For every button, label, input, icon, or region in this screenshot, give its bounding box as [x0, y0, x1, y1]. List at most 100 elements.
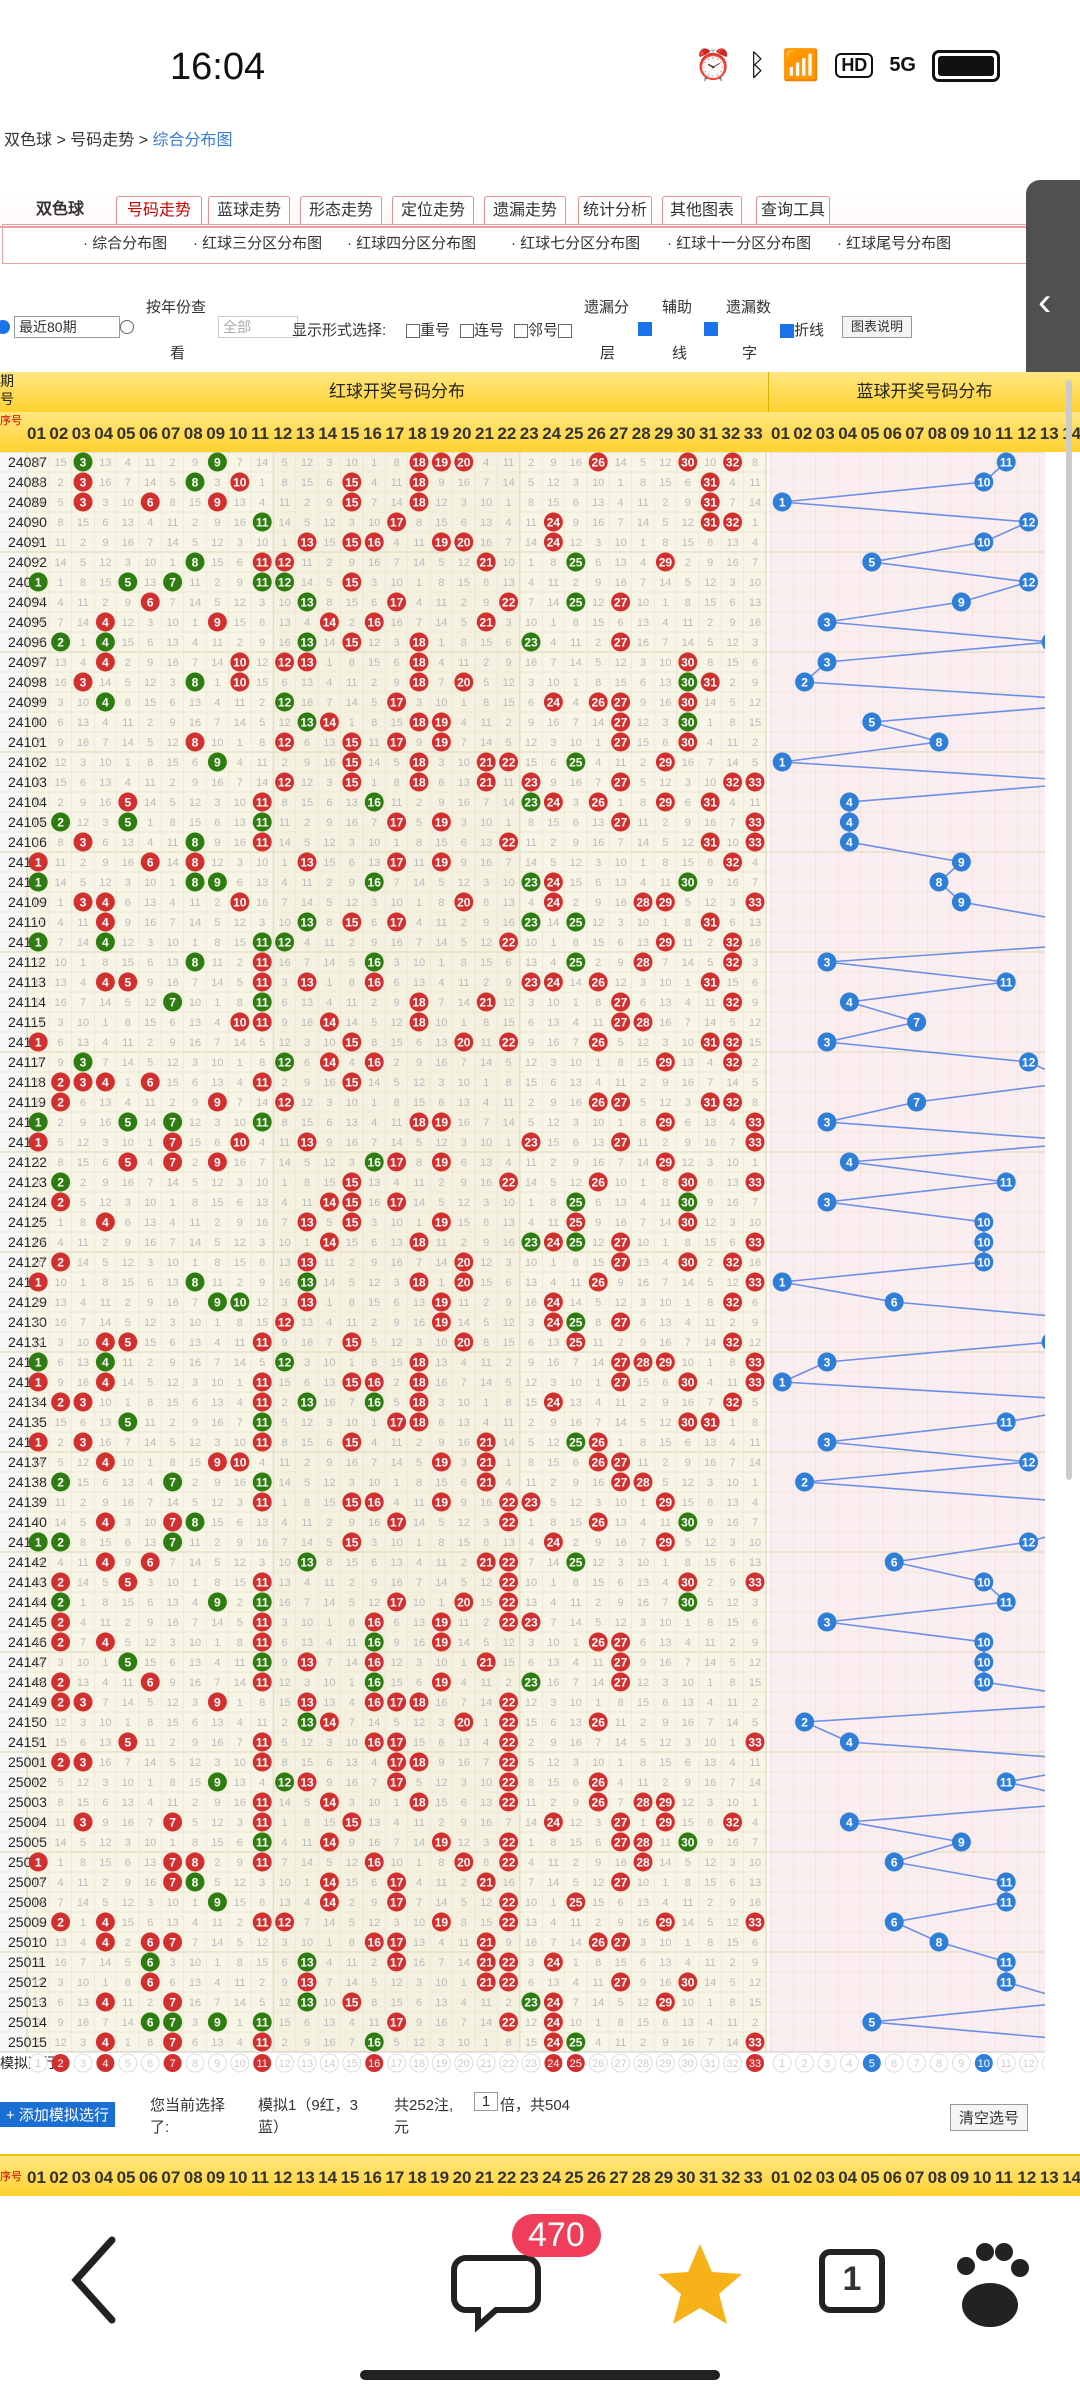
red-ball[interactable]: 11	[253, 1833, 272, 1852]
red-ball[interactable]: 10	[230, 673, 249, 692]
red-ball[interactable]: 4	[96, 893, 115, 912]
red-ball[interactable]: 15	[342, 753, 361, 772]
red-ball[interactable]: 16	[365, 1153, 384, 1172]
red-ball[interactable]: 14	[320, 1833, 339, 1852]
red-ball[interactable]: 15	[342, 1373, 361, 1392]
red-ball[interactable]: 25	[566, 1433, 585, 1452]
red-ball[interactable]: 27	[611, 773, 630, 792]
blue-ball[interactable]: 6	[885, 1553, 904, 1572]
red-ball[interactable]: 17	[387, 1153, 406, 1172]
baidu-icon[interactable]	[957, 2243, 1029, 2327]
red-ball[interactable]: 25	[566, 953, 585, 972]
red-ball[interactable]: 15	[342, 633, 361, 652]
red-ball[interactable]: 24	[544, 1313, 563, 1332]
blue-ball[interactable]: 11	[997, 1173, 1016, 1192]
red-ball[interactable]: 20	[454, 1253, 473, 1272]
sim-red-ball[interactable]: 5	[119, 2054, 137, 2072]
red-ball[interactable]: 23	[522, 1613, 541, 1632]
consec-checkbox[interactable]	[460, 324, 474, 338]
red-ball[interactable]: 29	[656, 1493, 675, 1512]
red-ball[interactable]: 23	[522, 633, 541, 652]
red-ball[interactable]: 26	[589, 1773, 608, 1792]
red-ball[interactable]: 31	[701, 513, 720, 532]
red-ball[interactable]: 28	[634, 1013, 653, 1032]
red-ball[interactable]: 17	[387, 1933, 406, 1952]
red-ball[interactable]: 24	[544, 1953, 563, 1972]
red-ball[interactable]: 23	[522, 793, 541, 812]
red-ball[interactable]: 15	[342, 1333, 361, 1352]
red-ball[interactable]: 19	[432, 813, 451, 832]
sim-red-ball[interactable]: 25	[567, 2054, 585, 2072]
red-ball[interactable]: 6	[141, 1953, 160, 1972]
blue-ball[interactable]: 6	[885, 1853, 904, 1872]
blue-ball[interactable]: 12	[1019, 1533, 1038, 1552]
red-ball[interactable]: 3	[74, 1073, 93, 1092]
red-ball[interactable]: 33	[746, 1173, 765, 1192]
red-ball[interactable]: 1	[29, 1353, 48, 1372]
red-ball[interactable]: 7	[163, 1533, 182, 1552]
red-ball[interactable]: 20	[454, 893, 473, 912]
sim-blue-ball[interactable]: 6	[885, 2054, 903, 2072]
red-ball[interactable]: 17	[387, 1773, 406, 1792]
red-ball[interactable]: 13	[298, 1653, 317, 1672]
sim-red-ball[interactable]: 26	[589, 2054, 607, 2072]
red-ball[interactable]: 19	[432, 853, 451, 872]
red-ball[interactable]: 4	[96, 653, 115, 672]
red-ball[interactable]: 13	[298, 533, 317, 552]
adj-extra-checkbox[interactable]	[558, 324, 572, 338]
red-ball[interactable]: 11	[253, 2033, 272, 2052]
sim-red-ball[interactable]: 16	[365, 2054, 383, 2072]
blue-ball[interactable]: 11	[997, 1973, 1016, 1992]
red-ball[interactable]: 2	[51, 1693, 70, 1712]
red-ball[interactable]: 11	[253, 953, 272, 972]
blue-ball[interactable]: 5	[862, 713, 881, 732]
red-ball[interactable]: 29	[656, 1113, 675, 1132]
red-ball[interactable]: 24	[544, 513, 563, 532]
red-ball[interactable]: 7	[163, 573, 182, 592]
red-ball[interactable]: 10	[230, 1293, 249, 1312]
red-ball[interactable]: 6	[141, 1073, 160, 1092]
red-ball[interactable]: 5	[118, 1153, 137, 1172]
red-ball[interactable]: 2	[51, 1473, 70, 1492]
red-ball[interactable]: 13	[298, 913, 317, 932]
red-ball[interactable]: 18	[410, 473, 429, 492]
blue-ball[interactable]: 12	[1019, 573, 1038, 592]
red-ball[interactable]: 19	[432, 1113, 451, 1132]
red-ball[interactable]: 11	[253, 1493, 272, 1512]
year-select[interactable]: 全部	[218, 316, 298, 338]
red-ball[interactable]: 18	[410, 1693, 429, 1712]
red-ball[interactable]: 33	[746, 813, 765, 832]
red-ball[interactable]: 19	[432, 733, 451, 752]
sim-red-ball[interactable]: 29	[656, 2054, 674, 2072]
red-ball[interactable]: 28	[634, 893, 653, 912]
red-ball[interactable]: 32	[723, 933, 742, 952]
red-ball[interactable]: 11	[253, 793, 272, 812]
red-ball[interactable]: 31	[701, 913, 720, 932]
red-ball[interactable]: 9	[208, 1453, 227, 1472]
red-ball[interactable]: 2	[51, 1193, 70, 1212]
red-ball[interactable]: 24	[544, 693, 563, 712]
red-ball[interactable]: 16	[365, 2033, 384, 2052]
red-ball[interactable]: 11	[253, 933, 272, 952]
red-ball[interactable]: 10	[230, 653, 249, 672]
back-icon[interactable]	[76, 2240, 112, 2320]
red-ball[interactable]: 13	[298, 593, 317, 612]
blue-ball[interactable]: 10	[974, 533, 993, 552]
red-ball[interactable]: 1	[29, 933, 48, 952]
red-ball[interactable]: 14	[320, 1193, 339, 1212]
red-ball[interactable]: 31	[701, 1093, 720, 1112]
red-ball[interactable]: 12	[275, 553, 294, 572]
red-ball[interactable]: 18	[410, 753, 429, 772]
red-ball[interactable]: 18	[410, 673, 429, 692]
red-ball[interactable]: 15	[342, 1173, 361, 1192]
red-ball[interactable]: 24	[544, 1233, 563, 1252]
red-ball[interactable]: 8	[186, 873, 205, 892]
red-ball[interactable]: 3	[74, 473, 93, 492]
red-ball[interactable]: 8	[186, 733, 205, 752]
red-ball[interactable]: 20	[454, 1593, 473, 1612]
red-ball[interactable]: 4	[96, 1933, 115, 1952]
sim-blue-ball[interactable]: 8	[930, 2054, 948, 2072]
red-ball[interactable]: 31	[701, 493, 720, 512]
blue-ball[interactable]: 8	[930, 873, 949, 892]
sim-red-ball[interactable]: 12	[276, 2054, 294, 2072]
